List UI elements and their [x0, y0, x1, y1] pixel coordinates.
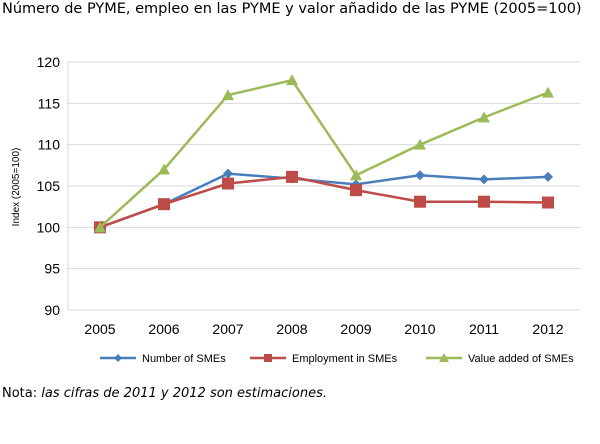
y-tick-label: 115 [38, 95, 61, 111]
x-tick-label: 2006 [148, 321, 179, 337]
y-tick-label: 105 [37, 178, 61, 194]
data-point-triangle [286, 74, 298, 86]
data-point-triangle [158, 163, 170, 175]
y-tick-label: 110 [38, 137, 61, 153]
x-tick-label: 2007 [212, 321, 243, 337]
note-text: las cifras de 2011 y 2012 son estimacion… [41, 386, 328, 401]
x-tick-label: 2010 [404, 321, 435, 337]
data-point-square [350, 184, 362, 197]
data-point-triangle [439, 353, 449, 362]
legend: Number of SMEs Employment in SMEs Value ad… [100, 353, 574, 365]
series-lines [94, 74, 554, 234]
data-point-triangle [94, 221, 106, 233]
legend-label: Number of SMEs [142, 353, 226, 365]
chart-note: Nota: las cifras de 2011 y 2012 son esti… [2, 386, 327, 401]
data-point-square [542, 196, 554, 209]
data-point-diamond [223, 168, 233, 179]
legend-label: Value added of SMEs [468, 353, 574, 365]
x-axis-ticks: 2005 2006 2007 2008 2009 2010 2011 2012 [84, 321, 563, 337]
x-tick-label: 2011 [469, 321, 499, 337]
y-axis-ticks: 90 95 100 105 110 115 120 [37, 54, 61, 318]
x-tick-label: 2005 [84, 321, 115, 337]
y-tick-label: 100 [37, 219, 61, 235]
chart-title: Número de PYME, empleo en las PYME y val… [2, 1, 582, 17]
y-tick-label: 120 [37, 54, 61, 70]
legend-item: Number of SMEs [100, 353, 226, 365]
legend-item: Value added of SMEs [426, 353, 574, 365]
series-line [99, 172, 549, 229]
series-3 [94, 74, 554, 233]
x-tick-label: 2008 [276, 321, 307, 337]
data-point-diamond [415, 170, 425, 181]
data-point-square [264, 354, 272, 362]
data-point-diamond [479, 174, 489, 185]
y-tick-label: 95 [44, 261, 60, 277]
series-line [99, 175, 549, 229]
legend-item: Employment in SMEs [250, 353, 398, 365]
series-line [99, 78, 549, 229]
data-point-triangle [350, 169, 362, 181]
y-axis-label: Index (2005=100) [11, 148, 22, 227]
data-point-square [222, 177, 234, 190]
y-tick-label: 90 [44, 302, 60, 318]
legend-label: Employment in SMEs [292, 353, 398, 365]
data-point-square [286, 170, 298, 183]
data-point-diamond [543, 171, 553, 182]
gridlines [67, 61, 580, 311]
x-tick-label: 2012 [532, 321, 563, 337]
data-point-square [478, 195, 490, 208]
line-chart: 90 95 100 105 110 115 120 2005 2006 2007 2008 2009… [11, 54, 580, 365]
data-point-square [158, 198, 170, 211]
note-label: Nota: [2, 386, 38, 401]
x-tick-label: 2009 [340, 321, 371, 337]
data-point-triangle [542, 86, 554, 98]
data-point-diamond [114, 354, 122, 362]
data-point-triangle [478, 111, 490, 123]
data-point-square [414, 195, 426, 208]
data-point-triangle [414, 138, 426, 150]
data-point-triangle [222, 89, 234, 101]
